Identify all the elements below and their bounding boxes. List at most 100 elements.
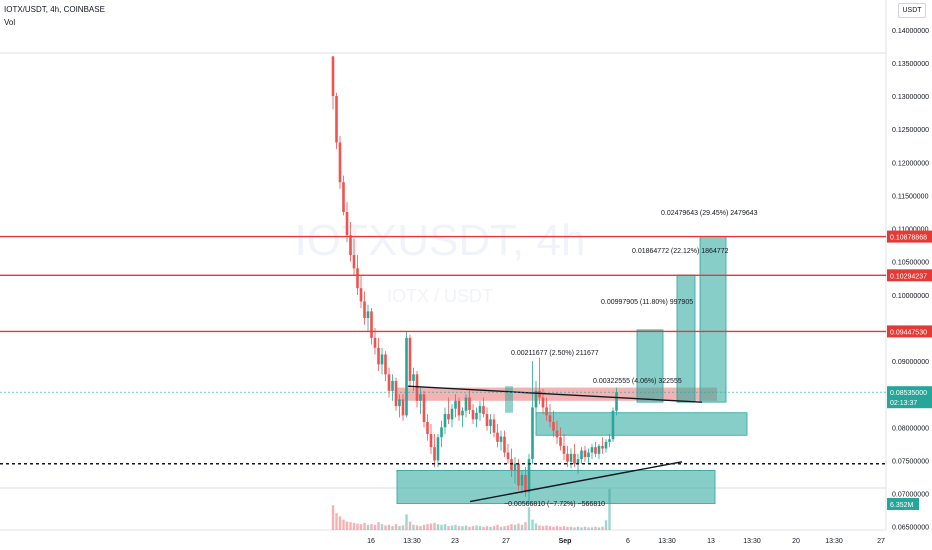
candle-body (352, 255, 356, 269)
volume-bar (548, 526, 552, 530)
price-tick-label: 0.11500000 (892, 193, 929, 200)
candle-body (566, 453, 569, 462)
candle-body (538, 390, 541, 398)
candle-body (576, 459, 580, 464)
support-trendline (469, 461, 683, 503)
volume-bar (590, 527, 594, 530)
candle-body (489, 419, 492, 426)
volume-indicator-label[interactable]: Vol (4, 18, 16, 27)
candle-body (401, 399, 405, 416)
candle-body (415, 374, 419, 401)
watermark-big: IOTXUSDT, 4h (295, 216, 586, 265)
volume-badge-text: 6.352M (890, 502, 914, 509)
candle-body (457, 400, 461, 416)
candle-body (419, 394, 422, 401)
candle-body (520, 475, 524, 486)
volume-bar (506, 525, 510, 530)
price-tick-label: 0.14000000 (892, 28, 929, 35)
candle-body (552, 422, 555, 431)
candle-body (356, 268, 359, 289)
horizontal-levels (0, 235, 886, 333)
time-tick-label: 13 (707, 538, 715, 545)
candle-body (597, 445, 601, 454)
volume-bar (545, 525, 548, 530)
candle-body (363, 301, 366, 318)
volume-bar (503, 526, 506, 530)
current-price-badge (887, 386, 932, 409)
volume-bar (499, 526, 503, 530)
price-tick-label: 0.09000000 (892, 359, 929, 366)
volume-bar (552, 526, 555, 530)
measure-range-bar (505, 386, 513, 413)
volume-bar (464, 525, 468, 530)
candle-body (531, 407, 534, 460)
candle-body (573, 453, 576, 464)
price-tick-label: 0.11000000 (892, 227, 929, 234)
price-tick-label: 0.13500000 (892, 61, 929, 68)
candle-body (450, 408, 454, 420)
candle-body (562, 445, 566, 454)
volume-bar (443, 524, 447, 530)
time-tick-label: 13:30 (825, 538, 843, 545)
volume-bar (349, 522, 352, 530)
candle-body (492, 419, 496, 433)
candle-body (380, 354, 384, 365)
volume-bar (471, 526, 475, 530)
level-price-badge (887, 230, 932, 243)
price-tick-label: 0.10500000 (892, 260, 929, 267)
candle-body (447, 414, 450, 420)
volume-bar (517, 523, 520, 530)
volume-bar (338, 516, 342, 530)
candle-body (601, 445, 604, 449)
zones (396, 236, 748, 504)
level-price-badge (887, 325, 932, 338)
volume-bar (391, 526, 394, 530)
volume-bar (478, 526, 482, 530)
volume-bar (597, 527, 601, 530)
price-tick-label: 0.08000000 (892, 425, 929, 432)
candle-body (433, 447, 436, 461)
volume-bar (510, 524, 513, 530)
time-tick-label: 27 (877, 538, 885, 545)
candle-body (499, 436, 503, 442)
time-tick-label: 6 (626, 538, 630, 545)
measurement-label: 0.00322555 (4.06%) 322555 (593, 378, 682, 385)
volume-bar (524, 522, 527, 530)
candle-body (366, 311, 370, 318)
volume-bar (457, 526, 461, 530)
watermark-small: IOTX / USDT (387, 286, 493, 306)
candle-body (559, 437, 562, 446)
volume-bar (492, 526, 496, 530)
candle-body (436, 437, 440, 461)
measurement-label: 0.01864772 (22.12%) 1864772 (632, 248, 729, 255)
time-tick-label: 13:30 (403, 538, 421, 545)
candle-body (517, 463, 520, 486)
volume-bar (496, 524, 499, 530)
volume-bar (436, 524, 440, 530)
candle-body (510, 459, 513, 471)
candle-body (345, 212, 349, 236)
volume-bar (541, 526, 545, 530)
volume-bar (534, 523, 538, 530)
volume-bar (604, 520, 608, 530)
candle-body (468, 397, 471, 411)
price-tick-label: 0.12000000 (892, 160, 929, 167)
volume-bar (335, 513, 338, 530)
price-badges: 0.10878868 0.10294237 0.09447530 0.08535000… (887, 230, 932, 510)
volume-bar (587, 527, 590, 530)
volume-bar (555, 526, 559, 530)
candle-body (359, 288, 363, 302)
volume-bar (520, 524, 524, 530)
candle-body (373, 337, 377, 348)
volume-bars (331, 489, 611, 530)
candle-body (443, 414, 447, 428)
candle-body (349, 235, 352, 256)
volume-bar (562, 526, 566, 530)
candle-body (335, 96, 338, 143)
candle-body (545, 407, 548, 416)
currency-button[interactable]: USDT (898, 3, 926, 18)
time-axis[interactable]: 16 13:30 23 27 Sep 6 13:30 13 13:30 20 13:30 27 (367, 538, 885, 545)
candle-body (475, 412, 478, 420)
candle-body (429, 433, 433, 448)
